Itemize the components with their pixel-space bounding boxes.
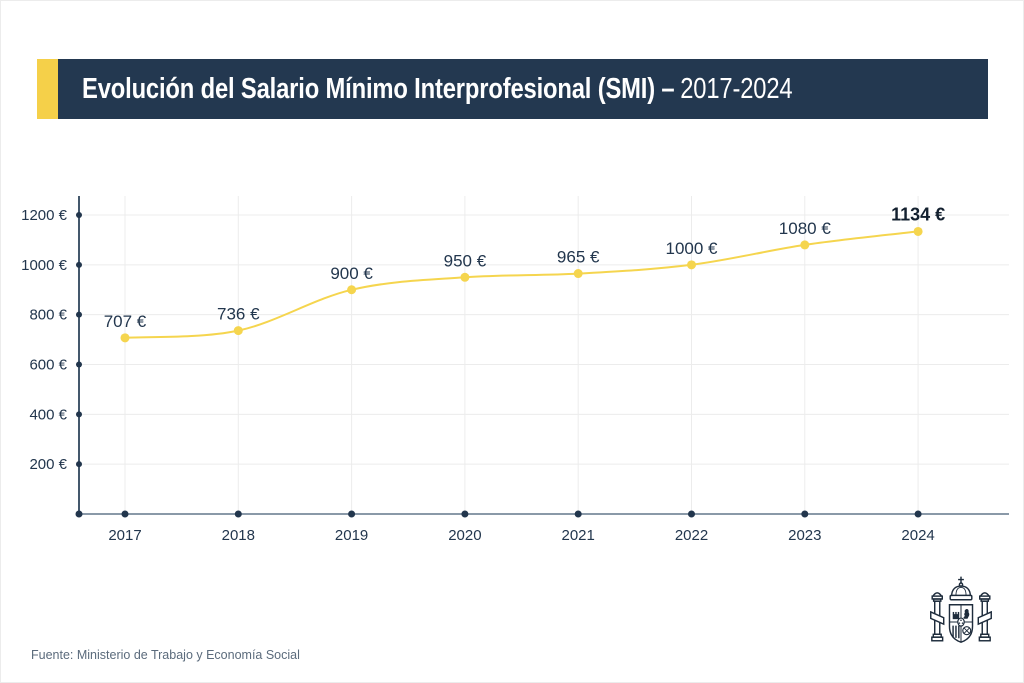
y-tick-dot <box>76 212 82 218</box>
y-tick-label: 1000 € <box>21 257 68 274</box>
x-tick-dot <box>914 510 922 518</box>
header-bar: Evolución del Salario Mínimo Interprofes… <box>37 59 988 119</box>
data-point-label: 1134 € <box>891 204 945 224</box>
smi-line <box>124 230 919 339</box>
y-tick-label: 800 € <box>29 307 67 324</box>
data-point-dot <box>913 226 923 236</box>
data-point-dot <box>573 269 583 279</box>
data-point-label: 900 € <box>330 264 373 283</box>
x-tick-label: 2024 <box>901 527 934 544</box>
data-point-label: 1080 € <box>779 219 832 238</box>
y-tick-dot <box>76 261 82 268</box>
x-tick-label: 2017 <box>108 527 141 544</box>
data-point-dot <box>800 240 810 250</box>
data-point-dot <box>120 333 130 343</box>
x-tick-label: 2021 <box>562 527 595 544</box>
y-tick-label: 200 € <box>29 456 67 473</box>
spain-coat-of-arms-icon <box>930 576 992 643</box>
x-tick-dot <box>801 510 809 518</box>
x-tick-dot <box>348 510 356 518</box>
y-tick-label: 600 € <box>29 357 67 374</box>
header-accent-block <box>37 59 58 119</box>
origin-dot <box>75 510 83 518</box>
data-point-label: 965 € <box>557 248 600 267</box>
x-tick-label: 2023 <box>788 527 821 544</box>
source-note: Fuente: Ministerio de Trabajo y Economía… <box>31 648 300 662</box>
header-title-bar: Evolución del Salario Mínimo Interprofes… <box>58 59 988 119</box>
page-title-main: Evolución del Salario Mínimo Interprofes… <box>82 72 675 105</box>
data-point-label: 1000 € <box>666 239 719 258</box>
y-tick-label: 400 € <box>29 406 67 423</box>
data-point-dot <box>233 326 243 336</box>
data-point-dot <box>347 285 357 295</box>
data-point-dot <box>687 260 696 270</box>
y-tick-dot <box>76 411 82 418</box>
x-tick-dot <box>574 510 582 518</box>
y-tick-dot <box>76 461 82 468</box>
x-tick-dot <box>688 510 695 518</box>
x-tick-dot <box>121 510 129 518</box>
x-tick-label: 2022 <box>675 527 708 544</box>
y-tick-dot <box>76 361 82 368</box>
page-title: Evolución del Salario Mínimo Interprofes… <box>82 72 793 106</box>
data-point-dot <box>460 272 470 282</box>
data-point-label: 736 € <box>217 305 260 324</box>
x-tick-dot <box>234 510 242 518</box>
x-tick-label: 2018 <box>222 527 255 544</box>
y-tick-dot <box>76 311 82 318</box>
page-title-period: 2017-2024 <box>680 72 793 105</box>
x-tick-dot <box>461 510 469 518</box>
data-point-label: 950 € <box>444 251 487 270</box>
x-tick-label: 2020 <box>448 527 481 544</box>
x-tick-label: 2019 <box>335 527 368 544</box>
y-tick-label: 1200 € <box>21 207 68 224</box>
data-point-label: 707 € <box>104 312 147 331</box>
